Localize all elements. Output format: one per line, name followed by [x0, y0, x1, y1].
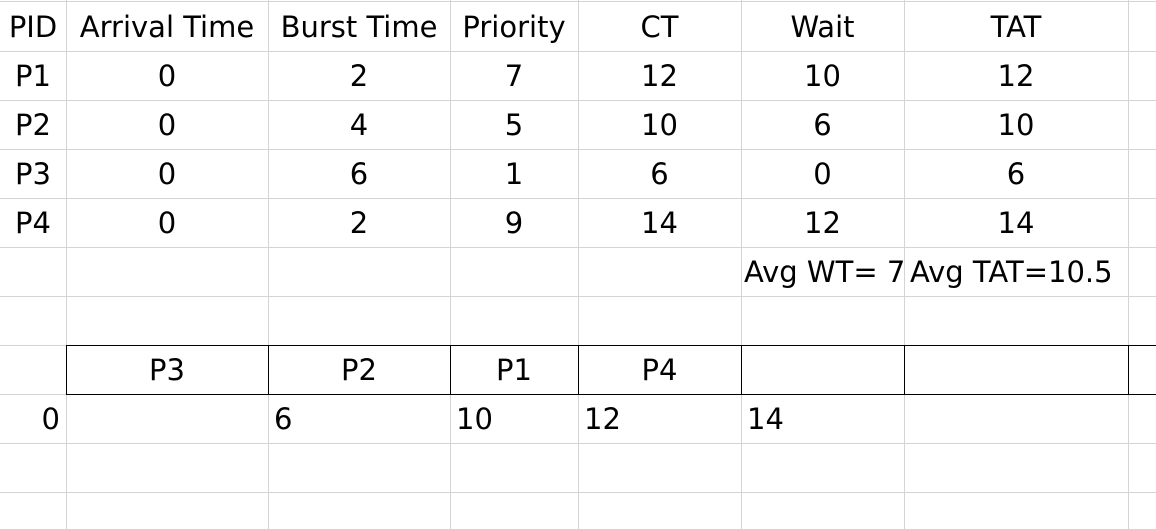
table-cell[interactable]: 0: [157, 58, 177, 93]
column-divider: [450, 0, 451, 529]
row-divider: [0, 443, 1156, 444]
row-divider: [0, 198, 1156, 199]
table-cell[interactable]: 0: [157, 205, 177, 240]
gantt-time[interactable]: 12: [584, 401, 621, 436]
header-wait[interactable]: Wait: [790, 9, 855, 44]
table-cell[interactable]: 5: [504, 107, 524, 142]
table-cell[interactable]: 12: [641, 58, 678, 93]
gantt-time[interactable]: 6: [274, 401, 293, 436]
header-tat[interactable]: TAT: [990, 9, 1042, 44]
table-cell[interactable]: 0: [157, 107, 177, 142]
row-divider: [0, 149, 1156, 150]
row-divider: [0, 1, 1156, 2]
table-cell[interactable]: 4: [349, 107, 369, 142]
gantt-divider: [450, 346, 451, 394]
row-divider: [0, 247, 1156, 248]
column-divider: [741, 0, 742, 529]
table-cell[interactable]: 7: [504, 58, 524, 93]
column-divider: [578, 0, 579, 529]
column-divider: [904, 0, 905, 529]
table-cell[interactable]: 14: [997, 205, 1035, 240]
table-cell[interactable]: 14: [641, 205, 678, 240]
table-cell[interactable]: 2: [349, 205, 369, 240]
header-priority[interactable]: Priority: [462, 9, 566, 44]
gantt-time[interactable]: 10: [456, 401, 493, 436]
table-cell[interactable]: 9: [504, 205, 524, 240]
table-cell[interactable]: 12: [804, 205, 841, 240]
column-divider: [1128, 0, 1129, 529]
table-cell[interactable]: 6: [349, 156, 369, 191]
gantt-process[interactable]: P1: [496, 352, 532, 387]
table-cell[interactable]: 6: [813, 107, 832, 142]
header-burst-time[interactable]: Burst Time: [280, 9, 438, 44]
header-ct[interactable]: CT: [640, 9, 679, 44]
header-pid[interactable]: PID: [8, 9, 58, 44]
gantt-chart: [66, 345, 1156, 395]
avg-wait-time[interactable]: Avg WT= 7: [744, 254, 906, 289]
gantt-time[interactable]: 0: [41, 401, 60, 436]
gantt-divider: [741, 346, 742, 394]
table-cell[interactable]: 10: [641, 107, 678, 142]
gantt-divider: [904, 346, 905, 394]
gantt-divider: [578, 346, 579, 394]
row-divider: [0, 492, 1156, 493]
table-cell[interactable]: 0: [157, 156, 177, 191]
row-divider: [0, 100, 1156, 101]
row-divider: [0, 296, 1156, 297]
column-divider: [268, 0, 269, 529]
table-cell[interactable]: 6: [650, 156, 669, 191]
table-cell[interactable]: 0: [813, 156, 832, 191]
table-cell[interactable]: P2: [15, 107, 51, 142]
table-cell[interactable]: P3: [15, 156, 51, 191]
table-cell[interactable]: 10: [804, 58, 841, 93]
table-cell[interactable]: 6: [1006, 156, 1026, 191]
row-divider: [0, 51, 1156, 52]
gantt-process[interactable]: P3: [149, 352, 185, 387]
column-divider: [66, 0, 67, 529]
table-cell[interactable]: P4: [15, 205, 51, 240]
table-cell[interactable]: 10: [997, 107, 1035, 142]
gantt-process[interactable]: P4: [641, 352, 678, 387]
header-arrival-time[interactable]: Arrival Time: [79, 9, 255, 44]
gantt-divider: [268, 346, 269, 394]
gantt-process[interactable]: P2: [341, 352, 377, 387]
gantt-divider: [1128, 346, 1129, 394]
table-cell[interactable]: P1: [15, 58, 51, 93]
table-cell[interactable]: 1: [504, 156, 524, 191]
table-cell[interactable]: 2: [349, 58, 369, 93]
table-cell[interactable]: 12: [997, 58, 1035, 93]
gantt-time[interactable]: 14: [747, 401, 784, 436]
avg-turnaround-time[interactable]: Avg TAT=10.5: [910, 254, 1113, 289]
